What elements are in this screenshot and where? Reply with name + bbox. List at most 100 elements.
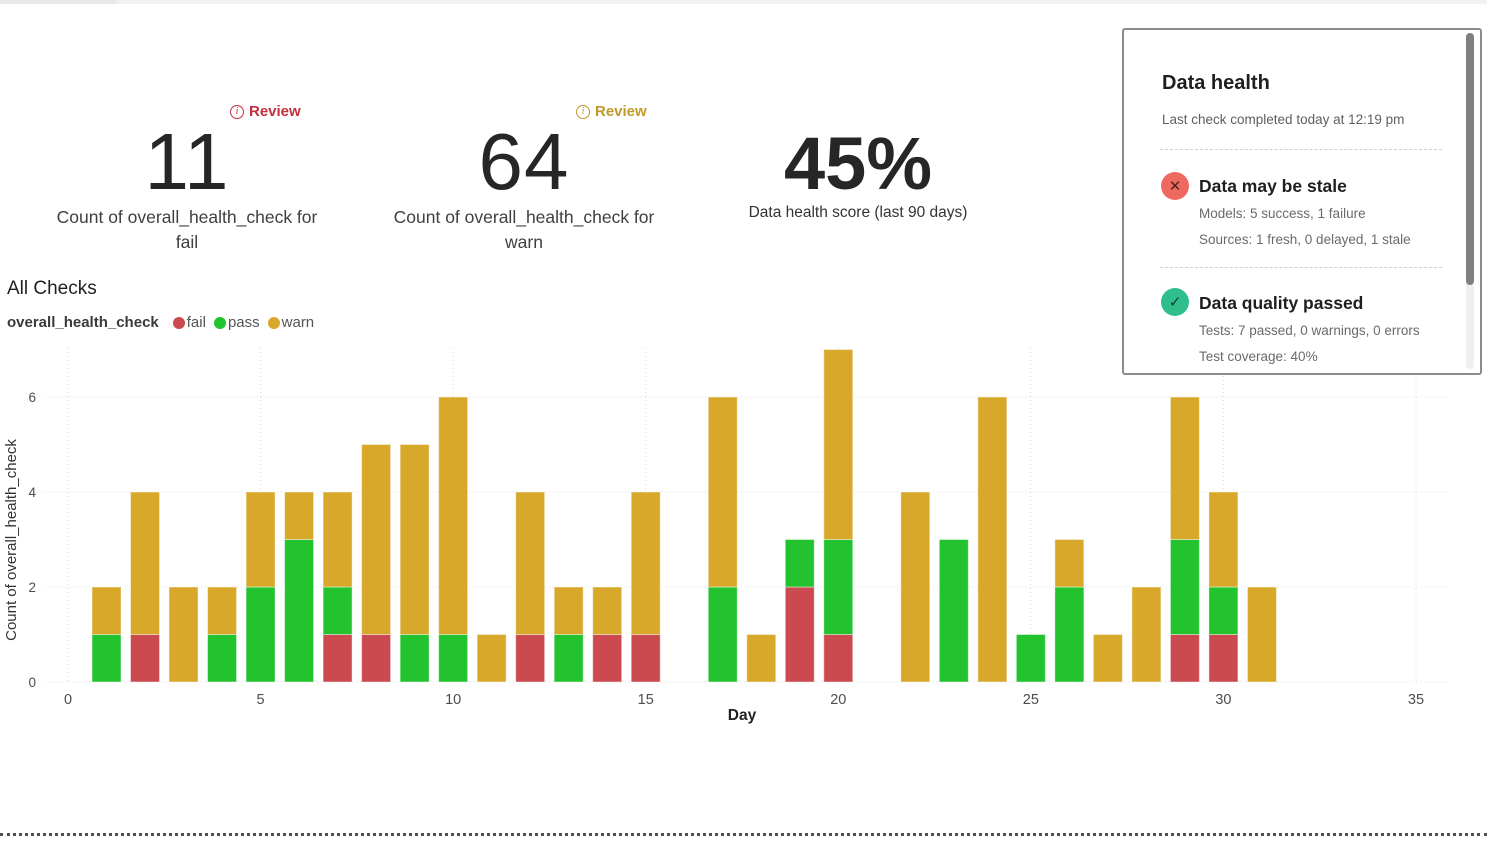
bar-day-17-warn[interactable] (707, 396, 738, 588)
bar-day-25-pass[interactable] (1015, 634, 1046, 683)
bar-day-26-pass[interactable] (1054, 586, 1085, 683)
bar-day-15-warn[interactable] (630, 491, 661, 635)
legend-item-pass[interactable]: pass (213, 314, 260, 331)
svg-text:0: 0 (28, 675, 36, 690)
bar-day-5-warn[interactable] (245, 491, 276, 588)
bar-day-14-warn[interactable] (592, 586, 623, 635)
svg-text:0: 0 (64, 692, 72, 708)
status-detail: Test coverage: 40% (1199, 349, 1318, 364)
bar-day-2-fail[interactable] (130, 634, 161, 683)
bar-day-8-fail[interactable] (361, 634, 392, 683)
fail-review-badge[interactable]: i Review (230, 103, 301, 120)
bar-day-7-fail[interactable] (322, 634, 353, 683)
bar-day-10-warn[interactable] (438, 396, 469, 635)
bar-day-31-warn[interactable] (1246, 586, 1277, 683)
bar-day-20-pass[interactable] (823, 539, 854, 635)
svg-text:Count of overall_health_check: Count of overall_health_check (3, 439, 20, 641)
bar-day-9-warn[interactable] (399, 444, 430, 635)
page-top-edge (0, 0, 1487, 4)
panel-subtitle: Last check completed today at 12:19 pm (1162, 112, 1405, 127)
bar-day-14-fail[interactable] (592, 634, 623, 683)
bar-day-8-warn[interactable] (361, 444, 392, 635)
svg-text:15: 15 (638, 692, 654, 708)
fail-count-metric: 11 (37, 122, 337, 202)
status-detail: Models: 5 success, 1 failure (1199, 206, 1366, 221)
bar-day-5-pass[interactable] (245, 586, 276, 683)
legend-label: warn (281, 314, 315, 331)
legend-series-label: overall_health_check (7, 314, 159, 331)
status-detail: Tests: 7 passed, 0 warnings, 0 errors (1199, 323, 1420, 338)
health-score-value: 45% (783, 122, 933, 205)
bar-day-30-pass[interactable] (1208, 586, 1239, 635)
bar-day-3-warn[interactable] (168, 586, 199, 683)
svg-text:2: 2 (28, 580, 36, 595)
legend-item-warn[interactable]: warn (267, 314, 315, 331)
divider (1160, 149, 1442, 150)
svg-text:Day: Day (728, 707, 757, 724)
svg-text:5: 5 (257, 692, 265, 708)
stacked-bar-plot[interactable]: 0 2 4 6 0 5 10 15 20 25 30 35 Count of overall_healt… (0, 340, 1487, 740)
all-checks-chart[interactable]: 0 2 4 6 0 5 10 15 20 25 30 35 Count of overall_healt… (0, 340, 1487, 740)
bar-day-22-warn[interactable] (900, 491, 931, 683)
svg-text:30: 30 (1215, 692, 1231, 708)
review-label: Review (595, 103, 647, 120)
bar-day-29-warn[interactable] (1169, 396, 1200, 540)
health-score-caption: Data health score (last 90 days) (748, 204, 968, 221)
legend-label: pass (227, 314, 260, 331)
health-score-metric: 45% (708, 124, 1008, 204)
svg-text:20: 20 (830, 692, 846, 708)
bar-day-24-warn[interactable] (977, 396, 1008, 683)
fail-count-value: 11 (144, 117, 230, 206)
bar-day-29-fail[interactable] (1169, 634, 1200, 683)
bar-day-6-warn[interactable] (284, 491, 315, 540)
row-divider[interactable] (0, 833, 1487, 836)
bar-day-17-pass[interactable] (707, 586, 738, 683)
bar-day-19-pass[interactable] (784, 539, 815, 588)
info-icon: i (230, 104, 244, 119)
stale-status-item: Data may be stale Models: 5 success, 1 f… (1199, 176, 1411, 248)
bar-day-26-warn[interactable] (1054, 539, 1085, 588)
svg-text:6: 6 (28, 390, 36, 405)
bar-day-4-warn[interactable] (207, 586, 238, 635)
bar-day-19-fail[interactable] (784, 586, 815, 683)
bar-day-13-pass[interactable] (553, 634, 584, 683)
bar-day-12-fail[interactable] (515, 634, 546, 683)
pass-dot-icon (213, 316, 226, 329)
bar-day-18-warn[interactable] (746, 634, 777, 683)
bar-day-20-fail[interactable] (823, 634, 854, 683)
warn-review-badge[interactable]: i Review (576, 103, 647, 120)
panel-scrollbar-thumb[interactable] (1466, 33, 1474, 285)
bar-day-11-warn[interactable] (476, 634, 507, 683)
legend-label: fail (186, 314, 206, 331)
bar-day-7-warn[interactable] (322, 491, 353, 588)
info-icon: i (576, 104, 590, 119)
bar-day-27-warn[interactable] (1092, 634, 1123, 683)
check-circle-icon: ✓ (1161, 288, 1189, 316)
svg-text:35: 35 (1408, 692, 1424, 708)
legend-item-fail[interactable]: fail (172, 314, 206, 331)
all-checks-title: All Checks (7, 278, 97, 299)
bar-day-30-fail[interactable] (1208, 634, 1239, 683)
bar-day-12-warn[interactable] (515, 491, 546, 635)
bar-day-15-fail[interactable] (630, 634, 661, 683)
warn-count-metric: 64 (374, 122, 674, 202)
bar-day-1-warn[interactable] (91, 586, 122, 635)
bar-day-30-warn[interactable] (1208, 491, 1239, 588)
bar-day-2-warn[interactable] (130, 491, 161, 635)
bar-day-29-pass[interactable] (1169, 539, 1200, 635)
warn-count-value: 64 (478, 117, 570, 206)
bar-day-1-pass[interactable] (91, 634, 122, 683)
svg-text:4: 4 (28, 485, 36, 500)
bar-day-23-pass[interactable] (938, 539, 969, 683)
bar-day-7-pass[interactable] (322, 586, 353, 635)
data-health-panel: Data health Last check completed today a… (1122, 28, 1482, 375)
bar-day-28-warn[interactable] (1131, 586, 1162, 683)
chart-legend: overall_health_check fail pass warn (7, 314, 314, 331)
bar-day-9-pass[interactable] (399, 634, 430, 683)
bar-day-13-warn[interactable] (553, 586, 584, 635)
bar-day-10-pass[interactable] (438, 634, 469, 683)
bar-day-6-pass[interactable] (284, 539, 315, 683)
bar-day-4-pass[interactable] (207, 634, 238, 683)
bar-day-20-warn[interactable] (823, 349, 854, 540)
